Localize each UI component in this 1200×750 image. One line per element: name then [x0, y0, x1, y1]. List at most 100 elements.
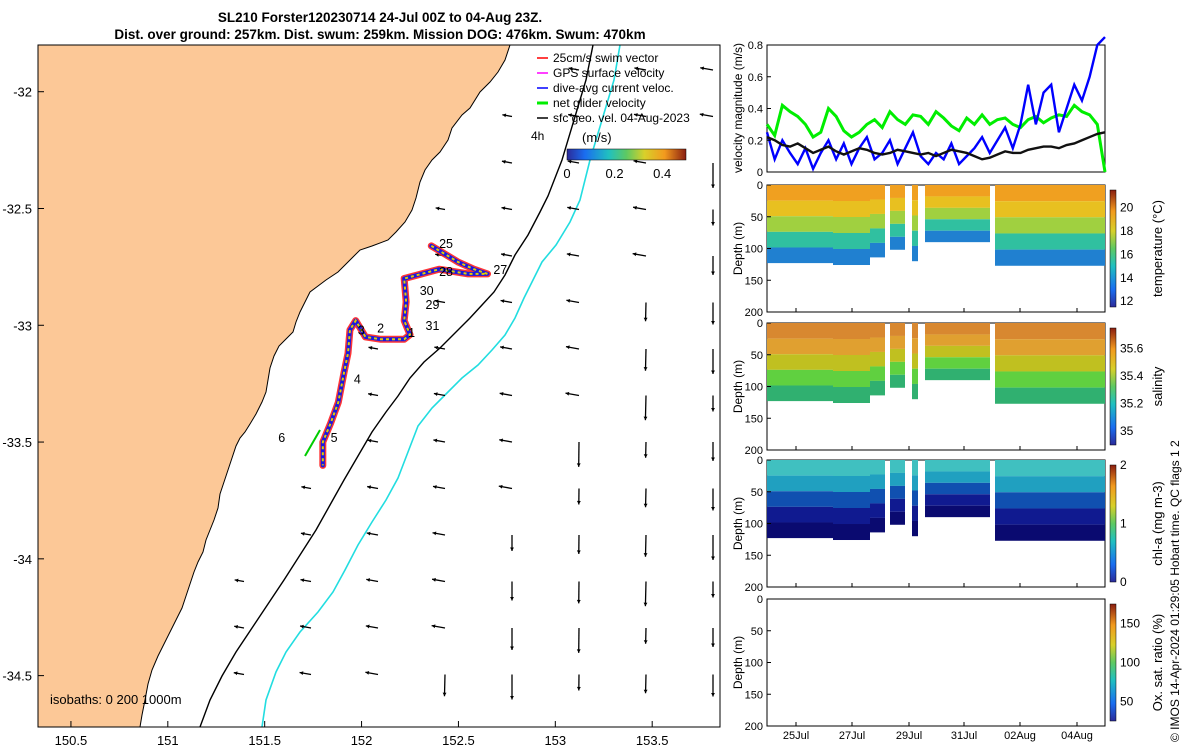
velocity-arrowhead	[366, 578, 371, 582]
velocity-y-tick-label: 0.2	[748, 135, 763, 147]
velocity-y-tick-label: 0.4	[748, 104, 763, 116]
velocity-arrowhead	[499, 438, 504, 443]
depth-data-block	[995, 508, 1105, 525]
velocity-arrowhead	[633, 113, 638, 117]
map-y-tick-label: -33	[13, 318, 32, 333]
isobath-1000m	[261, 45, 621, 727]
surface-velocity-vectors	[233, 66, 715, 700]
velocity-arrowhead	[700, 66, 705, 71]
waypoint-label: 28	[439, 265, 453, 279]
velocity-arrowhead	[711, 457, 715, 461]
velocity-arrow	[644, 348, 647, 371]
waypoint-label: 3	[358, 324, 365, 338]
depth-ylabel: Depth (m)	[731, 360, 745, 413]
depth-data-block	[890, 498, 905, 512]
velocity-arrowhead	[510, 596, 514, 601]
depth-data-block	[833, 201, 870, 218]
map-x-tick-label: 151	[157, 733, 179, 748]
velocity-arrowhead	[500, 299, 505, 303]
depth-data-block	[767, 338, 833, 355]
colorbar-label: salinity	[1150, 366, 1165, 406]
velocity-arrowhead	[510, 695, 514, 700]
depth-y-tick-label: 0	[757, 180, 763, 192]
depth-data-block	[890, 511, 905, 525]
waypoint-label: 1	[408, 326, 415, 340]
depth-data-block	[925, 368, 990, 381]
velocity-arrowhead	[432, 531, 437, 536]
colorbar-tick-label: 50	[1120, 695, 1134, 709]
colorbar-tick-label: 12	[1120, 294, 1134, 308]
velocity-arrowhead	[498, 484, 503, 489]
velocity-arrowhead	[435, 206, 440, 211]
depth-data-block	[833, 323, 870, 340]
depth-data-block	[833, 460, 870, 477]
depth-data-block	[833, 508, 870, 525]
velocity-arrowhead	[500, 345, 504, 350]
colorbar-label: Ox. sat. ratio (%)	[1150, 614, 1165, 712]
depth-data-block	[925, 323, 990, 335]
velocity-arrowhead	[633, 159, 638, 164]
depth-data-block	[870, 351, 885, 367]
depth-data-block	[870, 185, 885, 200]
map-x-tick-label: 153.5	[636, 733, 669, 748]
depth-data-block	[912, 323, 918, 339]
waypoint-label: 31	[426, 319, 440, 333]
depth-y-tick-label: 100	[745, 658, 763, 670]
depth-data-block	[890, 223, 905, 237]
colorbar-tick-label: 0.4	[653, 166, 671, 181]
depth-data-block	[912, 475, 918, 491]
waypoint-label: 4	[354, 373, 361, 387]
depth-colorbar	[1109, 603, 1117, 722]
depth-data-block	[870, 488, 885, 504]
map-x-tick-label: 152	[351, 733, 373, 748]
velocity-arrowhead	[632, 252, 637, 257]
velocity-arrow	[644, 534, 647, 557]
depth-data-block	[912, 520, 918, 537]
depth-data-block	[890, 335, 905, 349]
velocity-arrowhead	[367, 485, 371, 490]
map-y-tick-label: -32.5	[2, 201, 32, 216]
depth-data-block	[833, 339, 870, 356]
depth-data-block	[767, 216, 833, 232]
depth-data-block	[995, 492, 1105, 509]
velocity-arrowhead	[711, 221, 715, 226]
velocity-arrowhead	[502, 113, 507, 118]
velocity-arrowhead	[300, 578, 305, 583]
depth-data-block	[833, 492, 870, 509]
depth-data-block	[870, 242, 885, 258]
depth-ylabel: Depth (m)	[731, 222, 745, 275]
velocity-arrowhead	[711, 506, 715, 511]
depth-data-block	[912, 353, 918, 369]
depth-data-block	[995, 460, 1105, 477]
velocity-arrowhead	[565, 391, 570, 396]
date-tick-label: 29Jul	[896, 730, 922, 742]
velocity-ylabel: velocity magnitude (m/s)	[731, 43, 745, 173]
depth-y-tick-label: 0	[757, 318, 763, 330]
depth-ylabel: Depth (m)	[731, 636, 745, 689]
depth-data-block	[833, 185, 870, 202]
velocity-arrowhead	[633, 205, 637, 210]
depth-data-block	[870, 474, 885, 489]
velocity-arrowhead	[634, 66, 639, 71]
depth-data-block	[912, 383, 918, 400]
map-y-tick-label: -32	[13, 85, 32, 100]
depth-data-block	[925, 185, 990, 197]
scale-label: 4h	[531, 129, 544, 143]
velocity-arrowhead	[711, 556, 715, 560]
depth-data-block	[767, 475, 833, 492]
depth-data-block	[925, 471, 990, 483]
depth-data-block	[925, 494, 990, 506]
depth-ylabel: Depth (m)	[731, 497, 745, 550]
colorbar-tick-label: 16	[1120, 247, 1134, 261]
map-land	[38, 45, 511, 727]
depth-data-block	[870, 337, 885, 352]
velocity-arrowhead	[433, 438, 438, 443]
depth-data-block	[833, 476, 870, 493]
depth-y-tick-label: 100	[745, 244, 763, 256]
legend-entry: GPS surface velocity	[553, 66, 664, 80]
map-x-tick-label: 151.5	[248, 733, 281, 748]
legend-entry: sfc geo. vel. 04-Aug-2023	[553, 111, 690, 125]
velocity-arrowhead	[711, 320, 715, 325]
velocity-arrowhead	[576, 463, 581, 467]
depth-data-block	[870, 228, 885, 243]
